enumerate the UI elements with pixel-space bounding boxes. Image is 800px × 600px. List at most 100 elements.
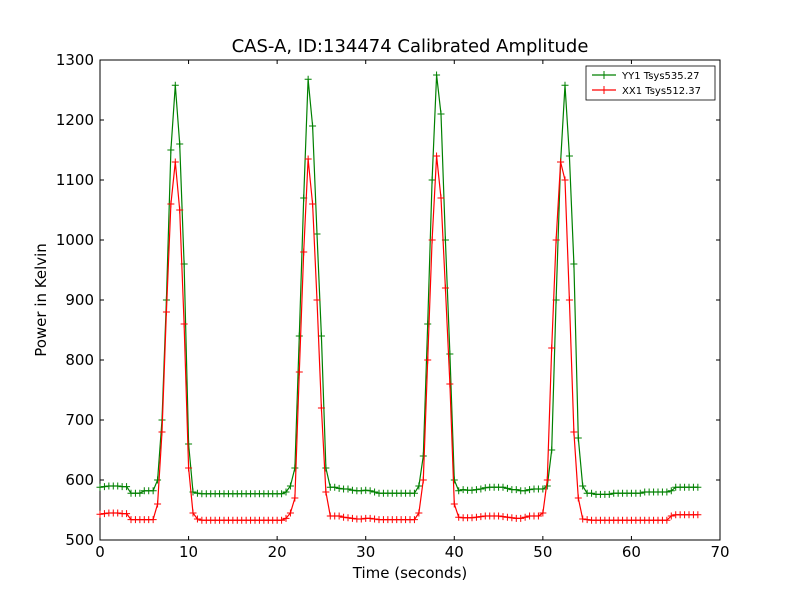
data-point bbox=[415, 509, 423, 517]
data-point bbox=[100, 483, 108, 491]
data-point bbox=[185, 464, 193, 472]
data-point bbox=[176, 140, 184, 148]
x-tick-label: 50 bbox=[533, 543, 552, 561]
data-point bbox=[557, 158, 565, 166]
data-point bbox=[180, 320, 188, 328]
data-point bbox=[579, 482, 587, 490]
data-point bbox=[455, 487, 463, 495]
data-point bbox=[570, 428, 578, 436]
data-point bbox=[477, 513, 485, 521]
data-point bbox=[543, 476, 551, 484]
data-point bbox=[185, 440, 193, 448]
data-point bbox=[472, 513, 480, 521]
data-point bbox=[539, 485, 547, 493]
data-point bbox=[663, 488, 671, 496]
data-point bbox=[304, 155, 312, 163]
data-point bbox=[309, 122, 317, 130]
data-point bbox=[317, 332, 325, 340]
data-point bbox=[450, 476, 458, 484]
data-point bbox=[663, 516, 671, 524]
data-point bbox=[437, 194, 445, 202]
data-point bbox=[446, 350, 454, 358]
data-point bbox=[366, 514, 374, 522]
data-point bbox=[167, 146, 175, 154]
data-point bbox=[694, 511, 702, 519]
data-point bbox=[433, 152, 441, 160]
data-point bbox=[154, 476, 162, 484]
data-point bbox=[424, 320, 432, 328]
data-point bbox=[340, 513, 348, 521]
y-axis-label: Power in Kelvin bbox=[32, 243, 50, 357]
data-point bbox=[114, 509, 122, 517]
legend: YY1 Tsys535.27 XX1 Tsys512.37 bbox=[585, 65, 716, 101]
legend-marker bbox=[600, 86, 608, 94]
y-tick-label: 1200 bbox=[56, 111, 94, 129]
legend-label: YY1 Tsys535.27 bbox=[621, 71, 700, 82]
data-point bbox=[123, 510, 131, 518]
x-tick-label: 40 bbox=[445, 543, 464, 561]
chart-title: CAS-A, ID:134474 Calibrated Amplitude bbox=[232, 36, 589, 57]
data-point bbox=[508, 514, 516, 522]
data-point bbox=[521, 487, 529, 495]
data-point bbox=[322, 488, 330, 496]
data-point bbox=[424, 356, 432, 364]
data-point bbox=[171, 158, 179, 166]
data-point bbox=[100, 510, 108, 518]
data-point bbox=[295, 332, 303, 340]
data-point bbox=[189, 509, 197, 517]
data-point bbox=[667, 512, 675, 520]
data-point bbox=[534, 512, 542, 520]
x-tick-label: 10 bbox=[179, 543, 198, 561]
x-tick-label: 0 bbox=[95, 543, 105, 561]
data-point bbox=[415, 482, 423, 490]
data-point bbox=[362, 486, 370, 494]
data-point bbox=[171, 81, 179, 89]
data-point bbox=[313, 296, 321, 304]
x-tick-label: 20 bbox=[268, 543, 287, 561]
y-tick-label: 600 bbox=[65, 471, 94, 489]
y-tick-label: 700 bbox=[65, 411, 94, 429]
data-point bbox=[371, 515, 379, 523]
data-point bbox=[548, 344, 556, 352]
data-point bbox=[344, 514, 352, 522]
data-point bbox=[472, 486, 480, 494]
data-point bbox=[499, 483, 507, 491]
data-point bbox=[459, 486, 467, 494]
data-point bbox=[481, 484, 489, 492]
series-1 bbox=[96, 152, 702, 524]
data-point bbox=[278, 516, 286, 524]
data-point bbox=[291, 494, 299, 502]
data-point bbox=[605, 490, 613, 498]
y-tick-label: 800 bbox=[65, 351, 94, 369]
data-point bbox=[419, 452, 427, 460]
data-point bbox=[313, 230, 321, 238]
data-point bbox=[437, 110, 445, 118]
data-point bbox=[344, 485, 352, 493]
data-point bbox=[455, 513, 463, 521]
data-point bbox=[561, 176, 569, 184]
y-tick-label: 900 bbox=[65, 291, 94, 309]
data-point bbox=[446, 380, 454, 388]
data-point bbox=[503, 484, 511, 492]
data-point bbox=[193, 489, 201, 497]
legend-marker bbox=[600, 71, 608, 79]
series-0 bbox=[96, 71, 702, 498]
data-point bbox=[410, 516, 418, 524]
data-point bbox=[517, 514, 525, 522]
data-point bbox=[348, 514, 356, 522]
data-point bbox=[565, 296, 573, 304]
data-point bbox=[96, 510, 104, 518]
data-point bbox=[450, 500, 458, 508]
axis-ticks: 0 10 20 30 40 50 60 70 500 600 700 800 900 1000 1100 12… bbox=[56, 51, 730, 561]
data-point bbox=[291, 464, 299, 472]
data-point bbox=[348, 486, 356, 494]
x-tick-label: 70 bbox=[710, 543, 729, 561]
y-tick-label: 500 bbox=[65, 531, 94, 549]
data-point bbox=[583, 516, 591, 524]
data-point bbox=[136, 489, 144, 497]
data-point bbox=[574, 494, 582, 502]
legend-box bbox=[585, 65, 716, 101]
y-tick-label: 1000 bbox=[56, 231, 94, 249]
data-point bbox=[539, 509, 547, 517]
data-point bbox=[574, 434, 582, 442]
